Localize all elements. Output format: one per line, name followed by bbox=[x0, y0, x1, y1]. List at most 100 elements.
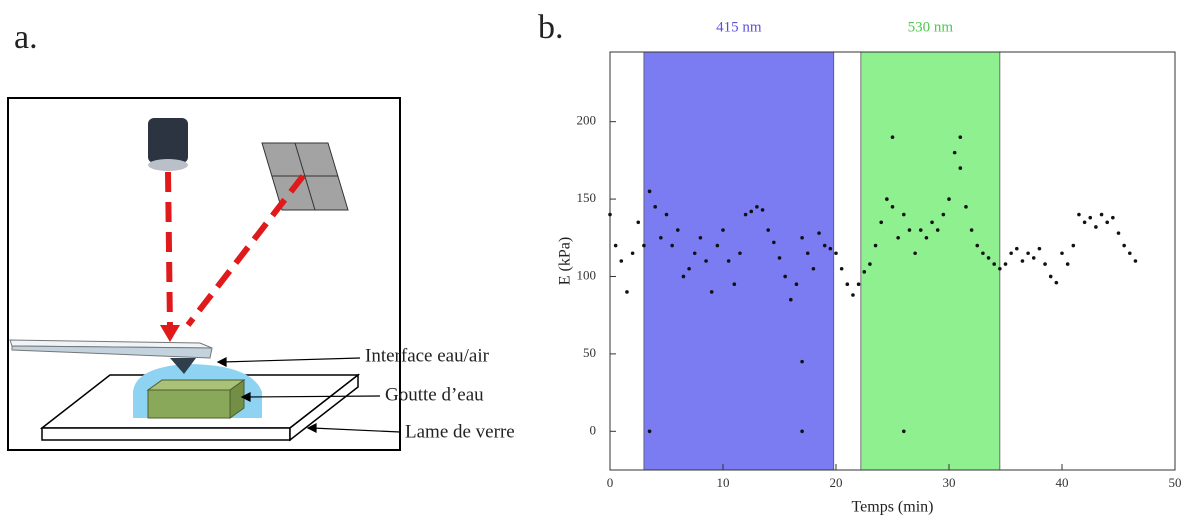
data-point bbox=[1099, 212, 1104, 217]
data-point bbox=[958, 166, 963, 170]
data-point bbox=[670, 243, 674, 248]
data-point bbox=[907, 228, 912, 232]
pointer-arrows bbox=[216, 357, 401, 433]
data-point bbox=[659, 235, 663, 240]
data-point bbox=[805, 251, 810, 256]
data-point bbox=[1060, 251, 1064, 256]
data-point bbox=[930, 220, 934, 225]
data-point bbox=[777, 256, 782, 260]
data-point bbox=[743, 212, 748, 217]
data-point bbox=[1082, 220, 1087, 225]
data-point bbox=[783, 274, 787, 279]
data-point bbox=[1116, 231, 1121, 235]
data-point bbox=[676, 228, 680, 232]
data-point bbox=[755, 205, 759, 209]
data-point bbox=[896, 235, 900, 240]
x-tick-label: 10 bbox=[717, 475, 730, 490]
y-tick-label: 150 bbox=[577, 190, 597, 205]
data-point bbox=[879, 220, 883, 225]
data-point bbox=[625, 290, 629, 294]
data-point bbox=[732, 282, 737, 287]
data-point bbox=[715, 243, 720, 248]
wavelength-band bbox=[643, 51, 835, 471]
data-point bbox=[766, 228, 770, 232]
band-label: 415 nm bbox=[716, 19, 762, 35]
sample bbox=[146, 379, 246, 419]
data-point bbox=[653, 205, 657, 209]
data-point bbox=[952, 150, 957, 155]
data-point bbox=[647, 429, 652, 434]
y-axis-title: E (kPa) bbox=[557, 237, 574, 285]
data-point bbox=[608, 212, 612, 217]
data-point bbox=[890, 205, 895, 209]
data-point bbox=[1015, 246, 1019, 251]
x-tick-label: 50 bbox=[1169, 475, 1182, 490]
data-point bbox=[902, 212, 906, 217]
data-point bbox=[1009, 251, 1013, 256]
data-point bbox=[1065, 262, 1070, 266]
plot-frame bbox=[609, 51, 1176, 471]
panel-label: b. bbox=[538, 9, 564, 46]
band-label: 530 nm bbox=[908, 19, 954, 35]
data-point bbox=[918, 228, 923, 232]
data-point bbox=[1048, 274, 1053, 279]
data-point bbox=[800, 429, 804, 434]
data-point bbox=[941, 212, 946, 217]
data-point bbox=[1003, 262, 1008, 266]
data-point bbox=[811, 266, 816, 271]
data-point bbox=[738, 251, 742, 256]
data-point bbox=[890, 135, 895, 139]
data-point bbox=[1128, 251, 1132, 256]
arrow-head bbox=[160, 325, 180, 342]
data-point bbox=[619, 259, 624, 263]
plot: 415 nm 530 nm 0 50 100 150 200 0 10 20 30 40 50 Temps… bbox=[557, 19, 1182, 515]
data-point bbox=[873, 243, 878, 248]
data-point bbox=[851, 293, 855, 297]
data-point bbox=[800, 235, 804, 240]
data-point bbox=[964, 205, 968, 209]
data-point bbox=[1088, 215, 1093, 220]
laser-path bbox=[165, 171, 306, 329]
data-point bbox=[1031, 256, 1036, 260]
x-tick-label: 0 bbox=[607, 475, 614, 490]
data-point bbox=[913, 251, 917, 256]
data-point bbox=[958, 135, 963, 139]
data-point bbox=[613, 243, 618, 248]
data-point bbox=[704, 259, 708, 263]
data-point bbox=[800, 359, 804, 364]
data-point bbox=[760, 208, 765, 212]
data-point bbox=[986, 256, 991, 260]
data-point bbox=[839, 266, 844, 271]
wavelength-band bbox=[860, 51, 1001, 471]
x-tick-label: 30 bbox=[943, 475, 956, 490]
data-point bbox=[868, 262, 872, 266]
data-point bbox=[692, 251, 697, 256]
data-point bbox=[862, 270, 867, 274]
data-point bbox=[630, 251, 635, 256]
annotation: Interface eau/air bbox=[365, 345, 490, 366]
panel-label: a. bbox=[14, 19, 38, 56]
x-tick-label: 20 bbox=[830, 475, 843, 490]
data-point bbox=[902, 429, 906, 434]
data-point bbox=[1020, 259, 1025, 263]
y-tick-label: 100 bbox=[577, 267, 597, 282]
data-point bbox=[794, 282, 799, 287]
data-point bbox=[924, 235, 929, 240]
y-tick-label: 200 bbox=[577, 113, 597, 128]
data-point bbox=[772, 240, 776, 245]
data-point bbox=[1122, 243, 1126, 248]
y-tick-label: 50 bbox=[583, 345, 596, 360]
annotation: Goutte d’eau bbox=[385, 384, 484, 405]
data-point bbox=[998, 266, 1002, 271]
data-point bbox=[845, 282, 850, 287]
data-point bbox=[1043, 262, 1047, 266]
objective bbox=[148, 118, 188, 171]
data-point bbox=[1094, 225, 1098, 229]
data-point bbox=[1105, 220, 1109, 225]
data-point bbox=[822, 243, 827, 248]
data-point bbox=[856, 282, 861, 287]
data-point bbox=[1037, 246, 1042, 251]
annotation: Lame de verre bbox=[405, 421, 515, 442]
data-point bbox=[1054, 280, 1059, 285]
data-point bbox=[1133, 259, 1138, 263]
